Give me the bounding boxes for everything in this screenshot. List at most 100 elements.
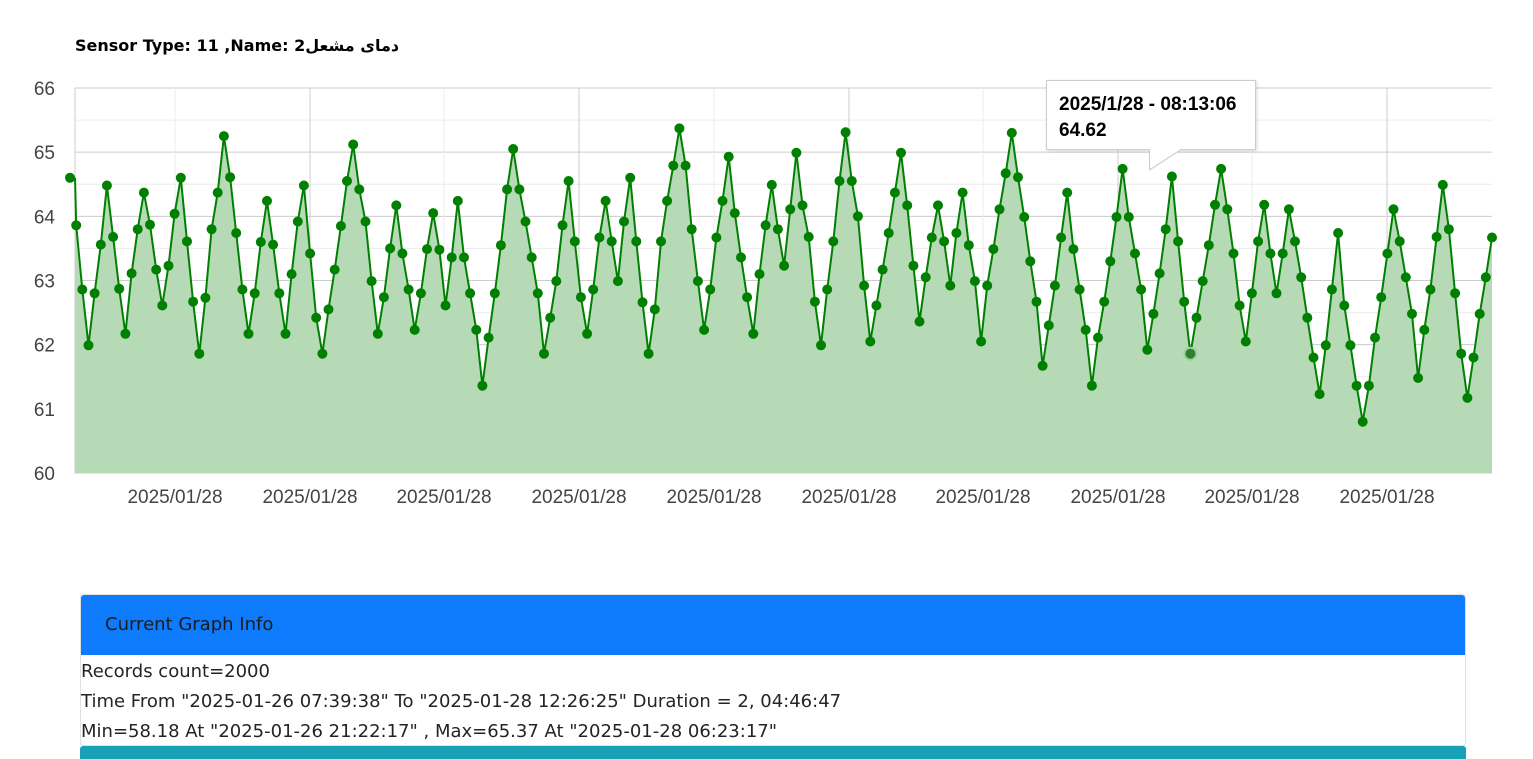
data-point	[791, 147, 802, 158]
data-point	[182, 236, 192, 247]
data-point	[920, 272, 931, 283]
data-point	[1351, 380, 1362, 391]
data-point	[699, 324, 710, 335]
data-point	[268, 239, 279, 250]
data-point	[366, 276, 377, 287]
data-point	[1222, 204, 1233, 215]
data-point	[1019, 212, 1030, 222]
data-point	[662, 195, 673, 206]
data-point	[902, 200, 913, 211]
data-point	[889, 187, 900, 198]
tooltip-time: 2025/1/28 - 08:13:06	[1059, 94, 1237, 115]
data-point	[1468, 352, 1479, 363]
data-point	[495, 240, 506, 251]
data-point	[1074, 284, 1085, 295]
data-point	[951, 228, 962, 238]
min-max: Min=58.18 At "2025-01-26 21:22:17" , Max…	[81, 721, 777, 742]
data-point	[1099, 296, 1110, 307]
data-point	[428, 208, 439, 219]
x-tick-label: 2025/01/28	[801, 487, 896, 508]
data-point	[1080, 324, 1091, 335]
data-point	[539, 348, 549, 359]
data-point	[83, 340, 94, 351]
data-point	[871, 300, 882, 311]
data-point	[1191, 312, 1202, 323]
x-tick-label: 2025/01/28	[1204, 487, 1299, 508]
data-point	[736, 252, 746, 263]
data-point	[1333, 228, 1344, 238]
area-fill-layer	[75, 128, 1492, 473]
data-point	[852, 211, 863, 222]
data-point	[175, 172, 186, 183]
data-point	[1154, 268, 1165, 279]
data-point	[1086, 380, 1097, 391]
data-point	[218, 131, 229, 142]
data-point	[249, 288, 260, 299]
data-point	[1197, 276, 1208, 287]
data-point	[1093, 332, 1103, 343]
data-point	[840, 127, 851, 138]
data-point	[305, 248, 316, 259]
data-point	[969, 276, 980, 287]
data-point	[526, 252, 537, 263]
data-point	[255, 237, 266, 247]
data-point	[1271, 288, 1282, 299]
data-point	[1363, 380, 1374, 391]
data-point	[520, 216, 531, 227]
data-point	[1240, 336, 1251, 347]
data-point	[988, 244, 999, 255]
tooltip-tail-inner	[1150, 149, 1181, 169]
data-point	[1339, 300, 1350, 311]
data-point	[557, 220, 568, 231]
data-point	[828, 236, 839, 247]
y-tick-label: 61	[34, 400, 55, 421]
data-point	[711, 232, 722, 243]
data-point	[982, 280, 993, 291]
data-point	[588, 284, 599, 295]
data-point	[674, 123, 685, 134]
data-point	[1320, 340, 1331, 351]
data-point	[926, 232, 937, 243]
time-range: Time From "2025-01-26 07:39:38" To "2025…	[81, 691, 842, 712]
data-point	[391, 200, 402, 211]
data-point	[656, 236, 666, 247]
data-point	[1370, 332, 1380, 343]
data-point	[237, 284, 248, 295]
data-point	[785, 204, 796, 215]
data-point	[114, 283, 125, 294]
data-point	[1407, 308, 1417, 319]
data-point	[1160, 224, 1171, 235]
data-point	[1265, 248, 1276, 259]
data-point	[502, 184, 513, 195]
data-point	[1308, 352, 1319, 363]
data-point	[877, 264, 888, 275]
data-point	[1173, 236, 1184, 247]
data-point	[1290, 236, 1300, 247]
graph-info-body: Records count=2000 Time From "2025-01-26…	[81, 655, 1465, 747]
chart-title: Sensor Type: 11 ,Name: دمای مشعل2	[75, 36, 400, 55]
data-point	[483, 332, 494, 343]
data-point	[335, 221, 346, 231]
data-point	[415, 288, 426, 299]
data-point	[619, 216, 629, 227]
data-point	[1216, 163, 1227, 174]
data-point	[1302, 312, 1313, 323]
data-point	[188, 296, 199, 307]
records-count: Records count=2000	[81, 661, 270, 682]
data-point	[766, 179, 777, 190]
data-point	[742, 292, 753, 303]
data-point	[1462, 392, 1473, 403]
data-point	[729, 208, 740, 219]
data-point	[1259, 199, 1270, 210]
data-point	[286, 269, 297, 280]
data-point	[1431, 231, 1442, 242]
data-point	[582, 328, 593, 339]
data-point	[311, 312, 322, 323]
series-area	[75, 128, 1492, 473]
data-point	[957, 187, 968, 198]
data-point	[422, 244, 432, 255]
data-point	[354, 184, 365, 195]
data-point	[1382, 248, 1393, 259]
data-point	[1117, 163, 1128, 174]
